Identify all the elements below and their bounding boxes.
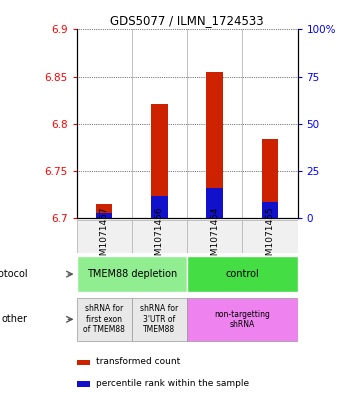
Bar [76, 360, 90, 365]
Text: shRNA for
first exon
of TMEM88: shRNA for first exon of TMEM88 [83, 305, 125, 334]
Bar [96, 204, 113, 218]
Text: GSM1071454: GSM1071454 [210, 207, 219, 267]
Text: percentile rank within the sample: percentile rank within the sample [97, 378, 250, 387]
Bar [187, 256, 298, 292]
Bar [76, 382, 90, 387]
Bar [96, 213, 113, 218]
Bar [151, 104, 168, 218]
Title: GDS5077 / ILMN_1724533: GDS5077 / ILMN_1724533 [110, 14, 264, 27]
Text: GSM1071457: GSM1071457 [100, 206, 108, 267]
Text: shRNA for
3'UTR of
TMEM88: shRNA for 3'UTR of TMEM88 [140, 305, 178, 334]
Text: GSM1071456: GSM1071456 [155, 206, 164, 267]
Bar [206, 72, 223, 218]
Bar [206, 188, 223, 218]
Bar [76, 256, 187, 292]
Bar [132, 298, 187, 341]
Bar [261, 139, 278, 218]
Text: non-targetting
shRNA: non-targetting shRNA [214, 310, 270, 329]
Text: GSM1071455: GSM1071455 [266, 206, 274, 267]
Text: TMEM88 depletion: TMEM88 depletion [87, 269, 177, 279]
Bar [76, 298, 132, 341]
Text: other: other [2, 314, 28, 324]
Text: protocol: protocol [0, 269, 28, 279]
Bar [187, 298, 298, 341]
Bar [261, 202, 278, 218]
Text: control: control [225, 269, 259, 279]
Bar [151, 196, 168, 218]
Text: transformed count: transformed count [97, 357, 181, 366]
